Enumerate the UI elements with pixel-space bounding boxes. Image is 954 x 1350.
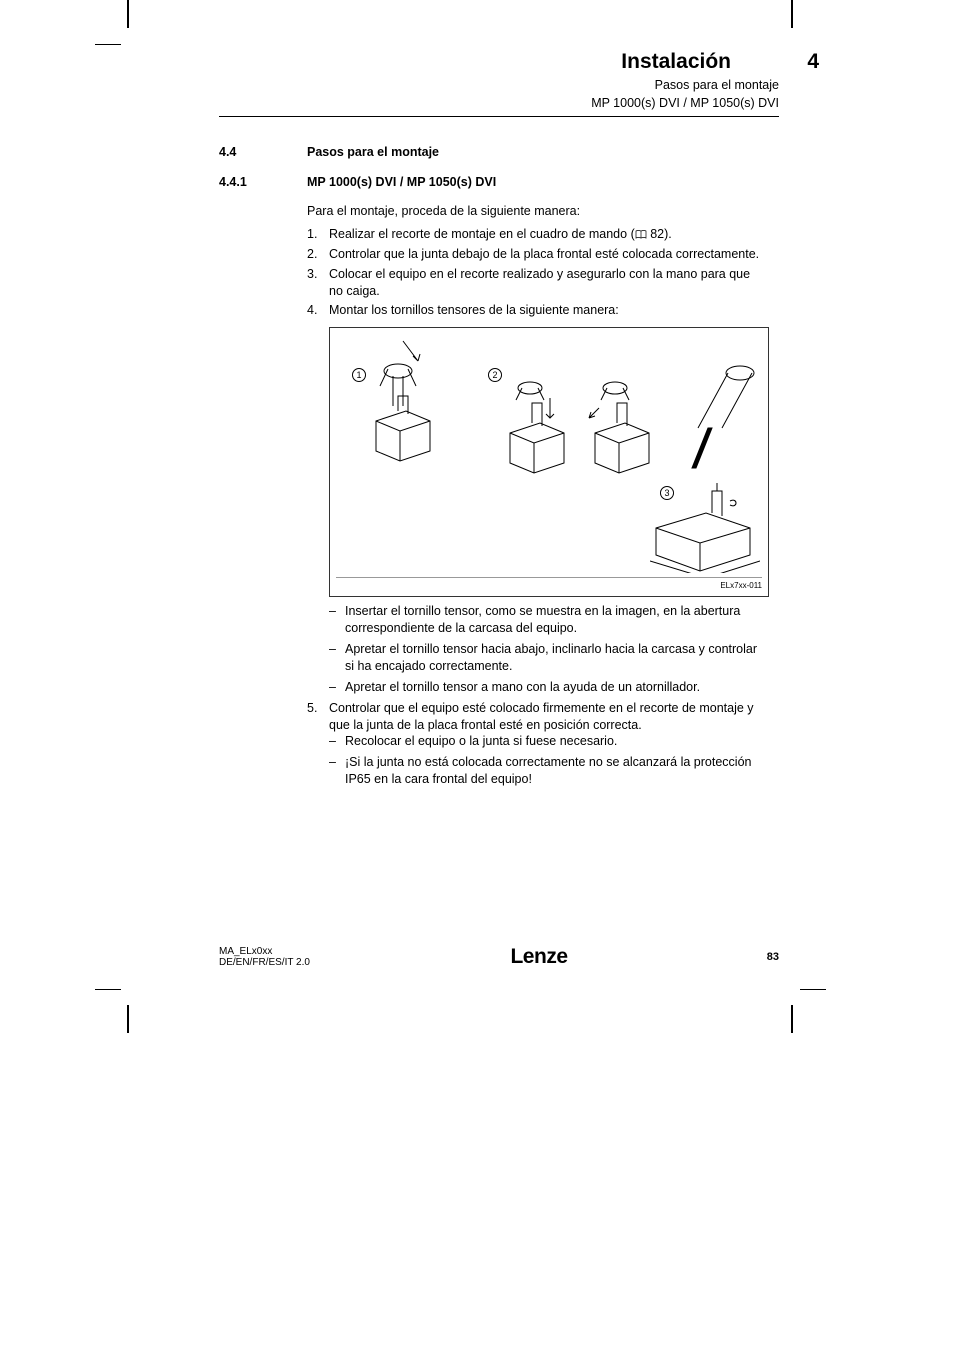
step-3: Colocar el equipo en el recorte realizad… xyxy=(307,266,767,300)
header-rule xyxy=(219,116,779,117)
sketch-step-2 xyxy=(500,378,660,478)
sub-item: Insertar el tornillo tensor, como se mue… xyxy=(329,603,767,637)
chapter-number: 4 xyxy=(807,50,819,74)
page-footer: MA_ELx0xx DE/EN/FR/ES/IT 2.0 Lenze 83 xyxy=(139,945,779,969)
sub-item: Apretar el tornillo tensor a mano con la… xyxy=(329,679,767,696)
mounting-figure: 1 2 3 xyxy=(329,327,769,597)
steps-list-cont: Controlar que el equipo esté colocado fi… xyxy=(307,700,767,788)
crop-mark xyxy=(127,0,129,28)
steps-list: Realizar el recorte de montaje en el cua… xyxy=(307,226,767,319)
chapter-title: Instalación xyxy=(621,50,731,74)
header-subtitle-2: MP 1000(s) DVI / MP 1050(s) DVI xyxy=(139,96,779,110)
section-4-4-1: 4.4.1 MP 1000(s) DVI / MP 1050(s) DVI xyxy=(219,175,779,189)
figure-label: ELx7xx-011 xyxy=(720,581,762,592)
crop-mark xyxy=(95,989,121,990)
footer-brand-logo: Lenze xyxy=(510,945,567,969)
section-title: Pasos para el montaje xyxy=(307,145,439,159)
step-1-text-a: Realizar el recorte de montaje en el cua… xyxy=(329,227,635,241)
section-4-4: 4.4 Pasos para el montaje xyxy=(219,145,779,159)
crop-mark xyxy=(127,1005,129,1033)
section-number: 4.4 xyxy=(219,145,307,159)
crop-mark xyxy=(791,1005,793,1033)
sketch-step-3 xyxy=(650,483,760,573)
figure-rule xyxy=(336,577,762,578)
step-1: Realizar el recorte de montaje en el cua… xyxy=(307,226,767,243)
sub-item: ¡Si la junta no está colocada correctame… xyxy=(329,754,767,788)
page-content: Instalación 4 Pasos para el montaje MP 1… xyxy=(139,50,779,792)
footer-doc-ref: MA_ELx0xx DE/EN/FR/ES/IT 2.0 xyxy=(139,946,339,968)
section-title: MP 1000(s) DVI / MP 1050(s) DVI xyxy=(307,175,496,189)
crop-mark xyxy=(800,989,826,990)
footer-page-number: 83 xyxy=(739,951,779,963)
step-1-text-b: 82). xyxy=(647,227,672,241)
sketch-step-1 xyxy=(368,336,438,466)
section-number: 4.4.1 xyxy=(219,175,307,189)
intro-text: Para el montaje, proceda de la siguiente… xyxy=(307,203,767,220)
header-subtitle-1: Pasos para el montaje xyxy=(139,78,779,92)
sub-item: Recolocar el equipo o la junta si fuese … xyxy=(329,733,767,750)
crop-mark xyxy=(95,44,121,45)
sub-list-figure: Insertar el tornillo tensor, como se mue… xyxy=(329,603,767,695)
book-icon xyxy=(635,230,647,239)
sub-item: Apretar el tornillo tensor hacia abajo, … xyxy=(329,641,767,675)
sketch-screwdriver xyxy=(670,358,760,478)
body-text: Para el montaje, proceda de la siguiente… xyxy=(307,203,767,788)
step-4: Montar los tornillos tensores de la sigu… xyxy=(307,302,767,319)
step-5: Controlar que el equipo esté colocado fi… xyxy=(307,700,767,788)
page-header: Instalación 4 Pasos para el montaje MP 1… xyxy=(139,50,779,117)
step-5-text: Controlar que el equipo esté colocado fi… xyxy=(329,701,754,732)
sub-list-step5: Recolocar el equipo o la junta si fuese … xyxy=(329,733,767,788)
step-2: Controlar que la junta debajo de la plac… xyxy=(307,246,767,263)
crop-mark xyxy=(791,0,793,28)
figure-marker-1: 1 xyxy=(352,368,366,382)
